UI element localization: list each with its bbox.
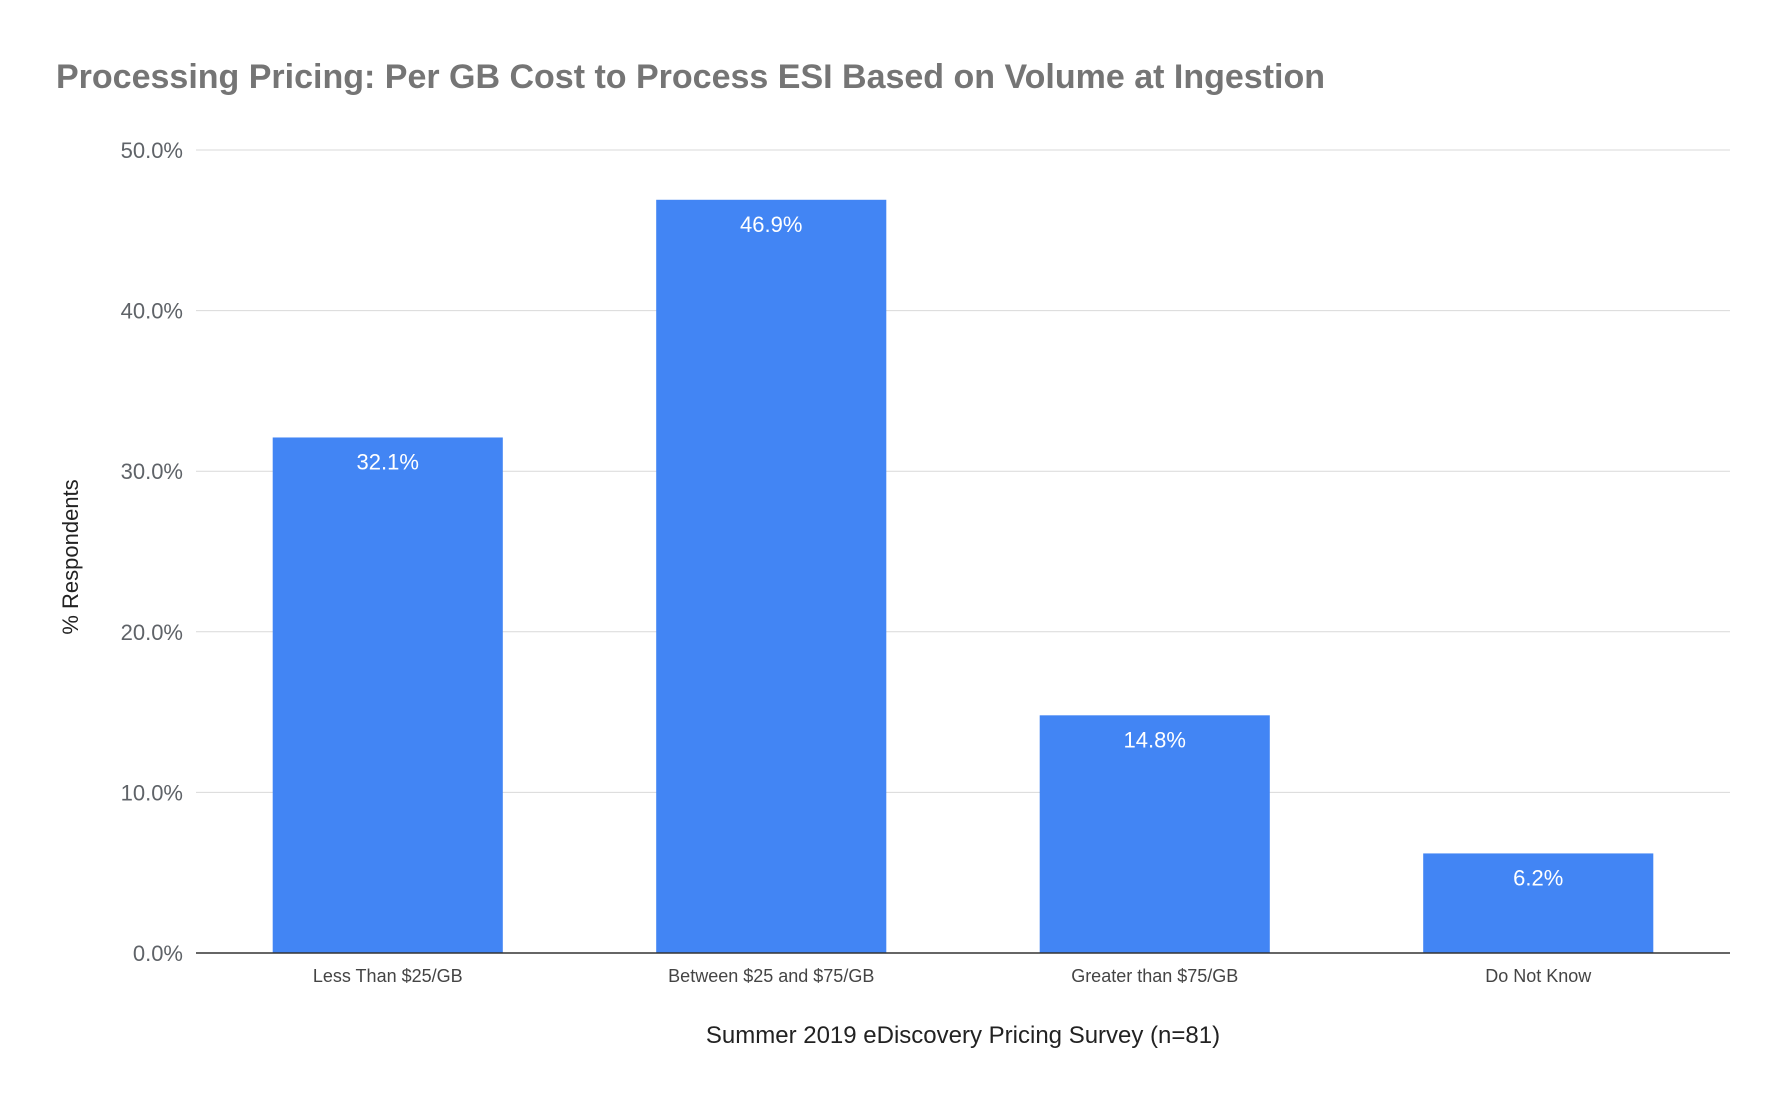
bars — [272, 199, 1654, 953]
y-tick-label: 30.0% — [121, 459, 183, 484]
x-tick-label: Greater than $75/GB — [1071, 966, 1238, 986]
y-tick-label: 40.0% — [121, 299, 183, 324]
bar — [1039, 715, 1270, 953]
x-tick-label: Do Not Know — [1485, 966, 1592, 986]
y-tick-label: 50.0% — [121, 138, 183, 163]
x-tick-label: Less Than $25/GB — [313, 966, 463, 986]
data-label: 46.9% — [740, 212, 802, 237]
data-labels: 32.1% 46.9% 14.8% 6.2% — [357, 212, 1564, 891]
x-tick-label: Between $25 and $75/GB — [668, 966, 874, 986]
bar — [1423, 853, 1654, 953]
y-tick-label: 20.0% — [121, 620, 183, 645]
x-axis-ticks: Less Than $25/GB Between $25 and $75/GB Gr… — [313, 966, 1592, 986]
x-axis-title: Summer 2019 eDiscovery Pricing Survey (n… — [706, 1022, 1220, 1049]
data-label: 14.8% — [1124, 727, 1186, 752]
data-label: 6.2% — [1513, 865, 1563, 890]
data-label: 32.1% — [357, 449, 419, 474]
bar — [656, 199, 887, 953]
y-tick-label: 10.0% — [121, 780, 183, 805]
chart-title: Processing Pricing: Per GB Cost to Proce… — [56, 58, 1325, 96]
y-tick-label: 0.0% — [133, 941, 183, 966]
y-axis-title: % Respondents — [58, 479, 83, 634]
y-axis-ticks: 0.0% 10.0% 20.0% 30.0% 40.0% 50.0% — [121, 138, 183, 966]
bar — [272, 437, 503, 953]
